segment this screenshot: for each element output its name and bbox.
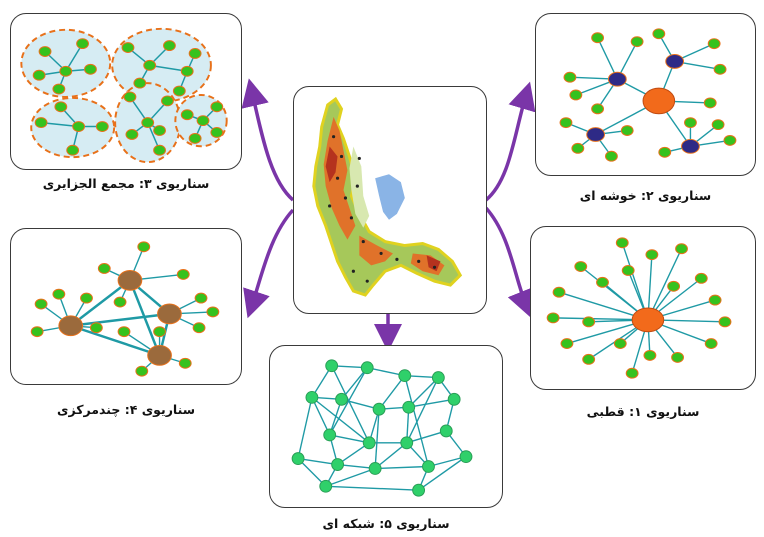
province-map (312, 96, 463, 297)
secondary-hub-node (681, 138, 700, 154)
center-map-panel (293, 86, 487, 314)
polar-diagram (546, 237, 732, 379)
arrow-to-scenario-3 (241, 78, 295, 202)
center-node (117, 269, 143, 291)
scenario-4-panel (10, 228, 242, 385)
scenario-4-caption: سناریوی ۴: چندمرکزی (57, 402, 195, 417)
scenario-5-caption: سناریوی ۵: شبکه ای (322, 516, 450, 531)
center-node (157, 303, 182, 325)
scenario-2-panel (535, 13, 756, 176)
scenario-3-caption: سناریوی ۳: مجمع الجزایری (42, 176, 210, 191)
network-diagram (291, 359, 473, 497)
scenario-3-panel (10, 13, 242, 170)
center-node (147, 345, 172, 366)
scenario-1-caption: سناریوی ۱: قطبی (586, 404, 700, 419)
scenario-1-panel (530, 226, 756, 390)
secondary-hub-node (586, 127, 606, 142)
primary-hub-node (642, 87, 676, 115)
cluster (20, 28, 112, 98)
polycentric-diagram (30, 241, 220, 377)
cluster-diagram (559, 28, 737, 162)
secondary-hub-node (607, 71, 627, 87)
arrow-to-scenario-4 (243, 208, 295, 319)
center-node (58, 315, 84, 337)
archipelago-diagram (20, 27, 228, 164)
scenario-2-caption: سناریوی ۲: خوشه ای (579, 188, 712, 203)
arrow-to-scenario-1 (484, 206, 534, 319)
pole-hub-node (631, 307, 665, 333)
scenario-5-panel (269, 345, 503, 508)
arrow-to-scenario-2 (484, 81, 536, 202)
secondary-hub-node (665, 54, 685, 69)
